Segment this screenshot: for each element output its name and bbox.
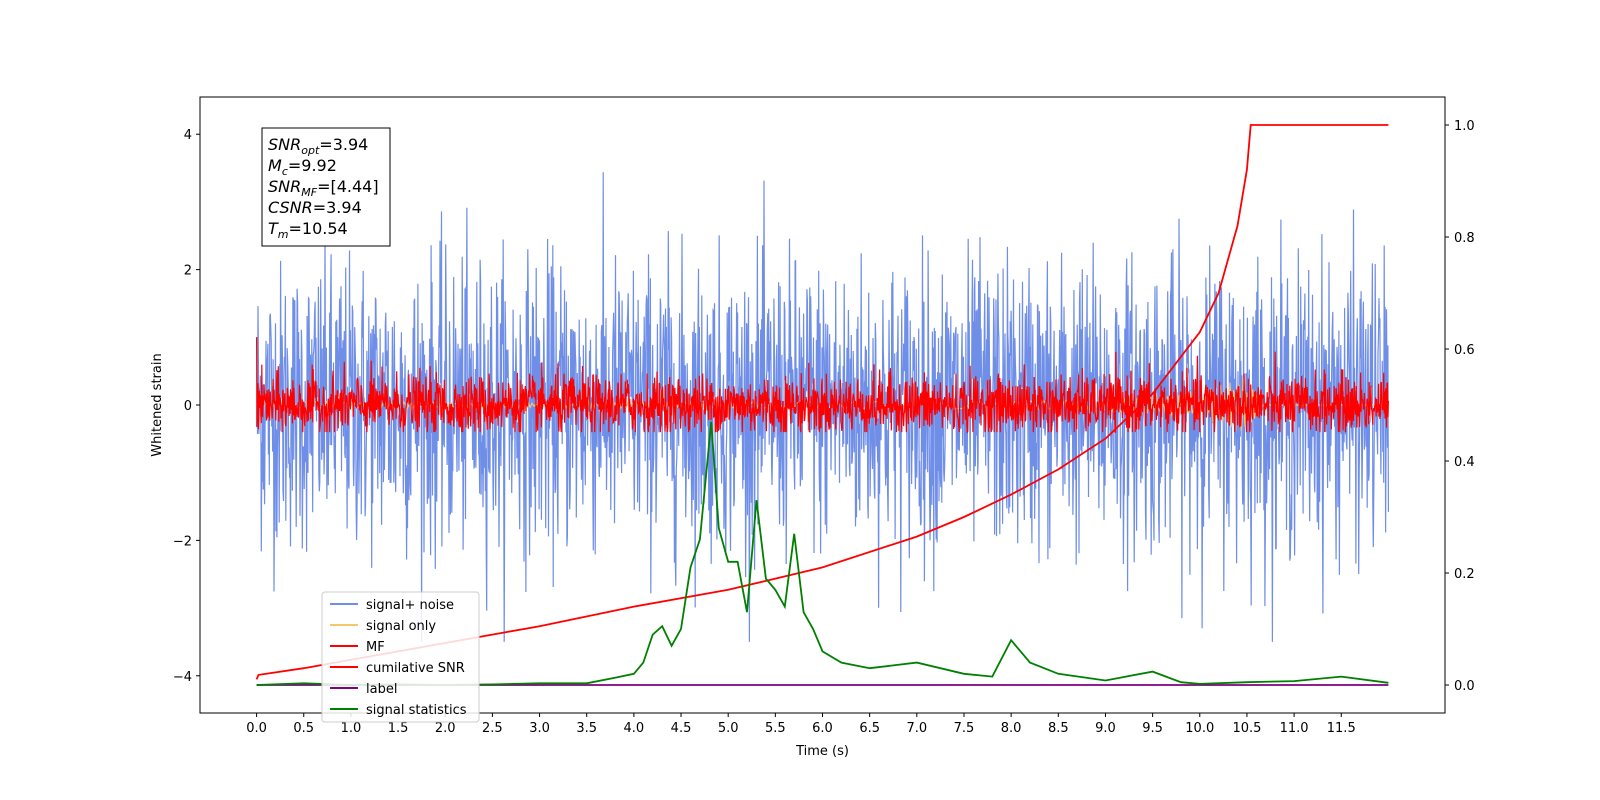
legend-label: label — [366, 682, 397, 697]
x-tick-label: 6.5 — [859, 721, 880, 736]
y-right-tick-label: 0.6 — [1454, 343, 1475, 358]
legend-label: signal statistics — [366, 703, 467, 718]
x-tick-label: 0.0 — [246, 721, 267, 736]
legend: signal+ noise signal only MF cumilative SNR… — [321, 591, 480, 723]
x-tick-label: 6.0 — [812, 721, 833, 736]
x-tick-label: 4.5 — [671, 721, 692, 736]
legend-label: cumilative SNR — [366, 661, 465, 676]
y-axis-right-ticks: 0.0 0.2 0.4 0.6 0.8 1.0 — [1445, 119, 1475, 694]
annotation-snr-opt: SNRopt=3.94 — [268, 135, 368, 157]
x-tick-label: 4.0 — [624, 721, 645, 736]
y-right-tick-label: 0.2 — [1454, 567, 1475, 582]
y-left-tick-label: 0 — [184, 399, 192, 414]
legend-label: signal+ noise — [366, 598, 454, 613]
series-mf-line — [256, 337, 1389, 434]
legend-label: MF — [366, 640, 385, 655]
legend-label: signal only — [366, 619, 436, 634]
y-axis-left-ticks: −4 −2 0 2 4 — [173, 128, 200, 685]
x-tick-label: 10.0 — [1185, 721, 1214, 736]
x-tick-label: 10.5 — [1232, 721, 1261, 736]
x-tick-label: 3.5 — [576, 721, 597, 736]
y-right-tick-label: 1.0 — [1454, 119, 1475, 134]
x-tick-label: 1.5 — [388, 721, 409, 736]
x-tick-label: 7.0 — [906, 721, 927, 736]
y-left-tick-label: −2 — [173, 534, 192, 549]
x-tick-label: 0.5 — [293, 721, 314, 736]
x-tick-label: 9.0 — [1095, 721, 1116, 736]
y-right-tick-label: 0.8 — [1454, 231, 1475, 246]
x-axis-ticks: 0.0 0.5 1.0 1.5 2.0 2.5 3.0 3.5 4.0 4.5 5.0 5.5 6.0 6… — [246, 713, 1356, 736]
x-tick-label: 3.0 — [529, 721, 550, 736]
annotation-tm: Tm=10.54 — [268, 219, 348, 241]
y-left-tick-label: 4 — [184, 128, 192, 143]
x-tick-label: 2.0 — [435, 721, 456, 736]
x-tick-label: 11.5 — [1327, 721, 1356, 736]
x-tick-label: 7.5 — [954, 721, 975, 736]
x-tick-label: 8.5 — [1048, 721, 1069, 736]
x-tick-label: 2.5 — [482, 721, 503, 736]
annotation-box-frame — [261, 127, 391, 247]
x-axis-label: Time (s) — [795, 744, 849, 759]
y-right-tick-label: 0.4 — [1454, 455, 1475, 470]
annotation-mc: Mc=9.92 — [268, 156, 337, 178]
x-tick-label: 8.0 — [1001, 721, 1022, 736]
y-left-tick-label: −4 — [173, 670, 192, 685]
annotation-snr-mf: SNRMF=[4.44] — [268, 177, 379, 199]
series-signal-statistics-line — [256, 421, 1389, 686]
legend-frame — [321, 591, 480, 723]
y-axis-label: Whitened strain — [150, 353, 165, 456]
x-tick-label: 5.5 — [765, 721, 786, 736]
x-tick-label: 5.0 — [718, 721, 739, 736]
x-tick-label: 1.0 — [341, 721, 362, 736]
x-tick-label: 11.0 — [1280, 721, 1309, 736]
x-tick-label: 9.5 — [1142, 721, 1163, 736]
y-left-tick-label: 2 — [184, 264, 192, 279]
y-right-tick-label: 0.0 — [1454, 679, 1475, 694]
annotation-csnr: CSNR=3.94 — [268, 198, 362, 217]
